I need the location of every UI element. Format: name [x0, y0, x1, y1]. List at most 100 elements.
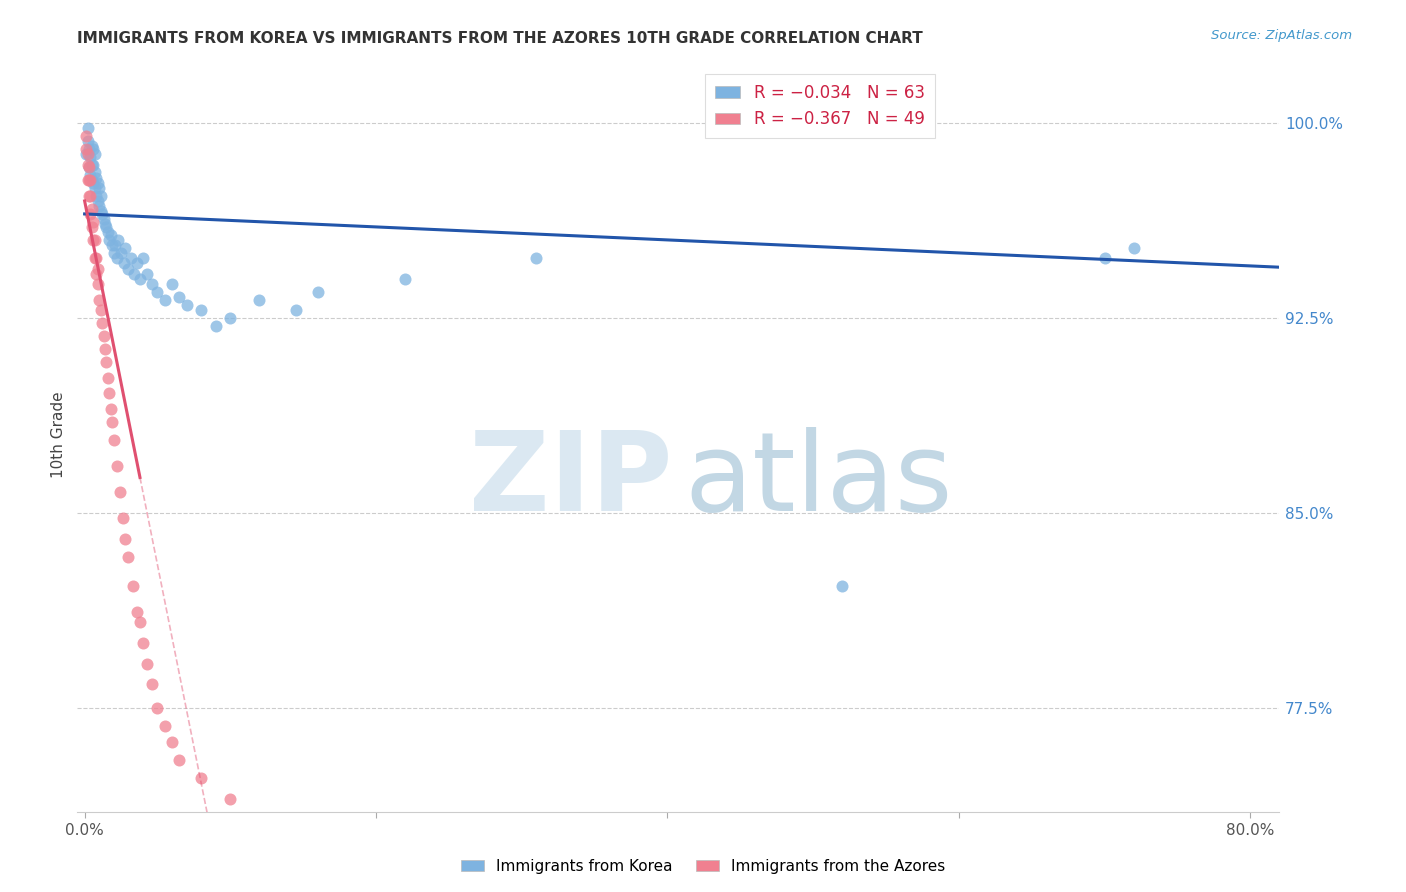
- Point: [169, 753, 191, 767]
- Point: [90, 204, 112, 219]
- Point: [79, 150, 101, 164]
- Point: [80, 157, 103, 171]
- Point: [97, 225, 120, 239]
- Point: [141, 277, 163, 291]
- Point: [103, 433, 125, 447]
- Point: [146, 700, 169, 714]
- Point: [80, 219, 103, 234]
- Point: [100, 401, 122, 416]
- Point: [169, 290, 191, 304]
- Point: [75, 128, 97, 143]
- Point: [89, 181, 111, 195]
- Point: [219, 310, 242, 325]
- Point: [89, 293, 111, 307]
- Point: [76, 121, 98, 136]
- Legend: R = −0.034   N = 63, R = −0.367   N = 49: R = −0.034 N = 63, R = −0.367 N = 49: [706, 74, 935, 138]
- Point: [103, 246, 125, 260]
- Point: [132, 251, 155, 265]
- Point: [111, 511, 134, 525]
- Point: [79, 173, 101, 187]
- Point: [89, 199, 111, 213]
- Point: [146, 285, 169, 299]
- Y-axis label: 10th Grade: 10th Grade: [51, 392, 66, 478]
- Point: [93, 212, 115, 227]
- Point: [76, 134, 98, 148]
- Point: [97, 370, 120, 384]
- Text: Source: ZipAtlas.com: Source: ZipAtlas.com: [1212, 29, 1353, 42]
- Point: [77, 173, 100, 187]
- Point: [77, 160, 100, 174]
- Point: [104, 238, 127, 252]
- Point: [120, 251, 142, 265]
- Point: [87, 176, 110, 190]
- Point: [84, 170, 107, 185]
- Point: [110, 246, 132, 260]
- Point: [90, 188, 112, 202]
- Point: [1122, 241, 1144, 255]
- Point: [105, 458, 128, 473]
- Point: [84, 267, 107, 281]
- Point: [117, 549, 139, 564]
- Point: [94, 217, 117, 231]
- Point: [108, 485, 131, 500]
- Point: [79, 188, 101, 202]
- Point: [114, 532, 136, 546]
- Point: [93, 329, 115, 343]
- Point: [87, 261, 110, 276]
- Point: [284, 303, 307, 318]
- Point: [176, 298, 198, 312]
- Point: [82, 176, 104, 190]
- Point: [394, 272, 416, 286]
- Point: [82, 157, 104, 171]
- Point: [249, 293, 271, 307]
- Point: [160, 277, 183, 291]
- Point: [84, 188, 107, 202]
- Point: [77, 160, 100, 174]
- Point: [96, 355, 118, 369]
- Point: [101, 415, 124, 429]
- Point: [204, 318, 226, 333]
- Point: [90, 303, 112, 318]
- Point: [75, 142, 97, 156]
- Point: [83, 251, 105, 265]
- Point: [100, 227, 122, 242]
- Point: [91, 207, 114, 221]
- Point: [98, 386, 121, 401]
- Point: [83, 233, 105, 247]
- Point: [87, 194, 110, 208]
- Point: [80, 139, 103, 153]
- Point: [112, 256, 135, 270]
- Point: [136, 267, 159, 281]
- Point: [94, 342, 117, 356]
- Point: [79, 207, 101, 221]
- Point: [125, 605, 148, 619]
- Point: [153, 293, 176, 307]
- Point: [87, 277, 110, 291]
- Point: [117, 261, 139, 276]
- Point: [80, 202, 103, 216]
- Point: [82, 142, 104, 156]
- Point: [96, 219, 118, 234]
- Point: [190, 303, 212, 318]
- Point: [77, 142, 100, 156]
- Text: ZIP: ZIP: [470, 426, 672, 533]
- Point: [101, 238, 124, 252]
- Point: [122, 267, 145, 281]
- Point: [190, 771, 212, 785]
- Point: [83, 181, 105, 195]
- Point: [307, 285, 329, 299]
- Point: [114, 241, 136, 255]
- Point: [91, 316, 114, 330]
- Point: [105, 251, 128, 265]
- Point: [76, 157, 98, 171]
- Point: [83, 165, 105, 179]
- Point: [132, 636, 155, 650]
- Point: [80, 173, 103, 187]
- Text: atlas: atlas: [685, 426, 953, 533]
- Point: [82, 233, 104, 247]
- Point: [524, 251, 547, 265]
- Point: [82, 215, 104, 229]
- Legend: Immigrants from Korea, Immigrants from the Azores: Immigrants from Korea, Immigrants from t…: [456, 853, 950, 880]
- Point: [121, 578, 143, 592]
- Point: [76, 147, 98, 161]
